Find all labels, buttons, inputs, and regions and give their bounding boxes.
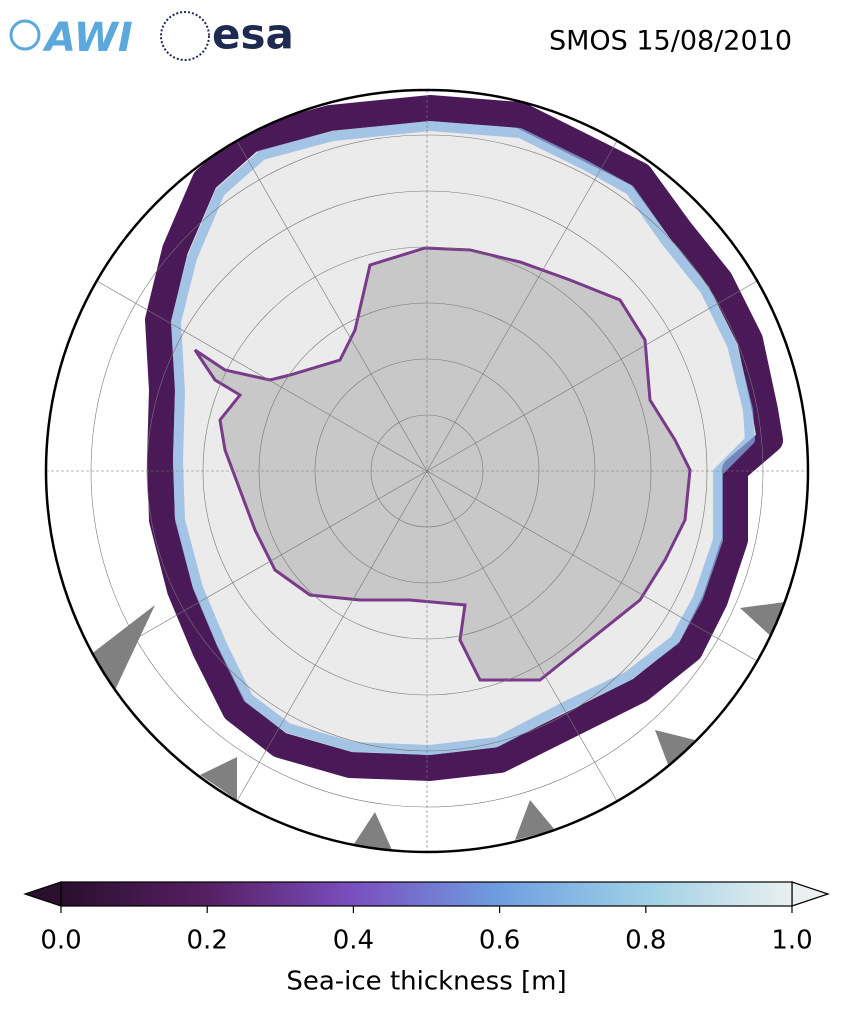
awi-logo: AWI	[9, 15, 133, 61]
colorbar-ramp	[60, 881, 793, 907]
colorbar-tick-label: 0.2	[187, 926, 228, 956]
map-title: SMOS 15/08/2010	[549, 26, 792, 57]
colorbar-tick-label: 1.0	[771, 926, 812, 956]
esa-logo: esa	[160, 10, 294, 61]
map	[46, 90, 808, 852]
colorbar-extend-low	[23, 881, 62, 907]
colorbar-extend-high	[791, 881, 830, 907]
antarctica	[193, 246, 692, 682]
colorbar-tick-label: 0.4	[333, 926, 374, 956]
map-frame	[44, 88, 810, 854]
colorbar-tick-label: 0.0	[40, 926, 81, 956]
esa-logo-text: esa	[212, 10, 294, 59]
land	[90, 602, 785, 850]
colorbar-label: Sea-ice thickness [m]	[286, 967, 566, 997]
colorbar-tick-label: 0.8	[625, 926, 666, 956]
colorbar-tick-label: 0.6	[479, 926, 520, 956]
colorbar: 0.0 0.2 0.4 0.6 0.8 1.0 Sea-ice thickness [m]	[23, 881, 830, 997]
awi-logo-text: AWI	[42, 15, 133, 61]
graticule	[46, 90, 808, 852]
